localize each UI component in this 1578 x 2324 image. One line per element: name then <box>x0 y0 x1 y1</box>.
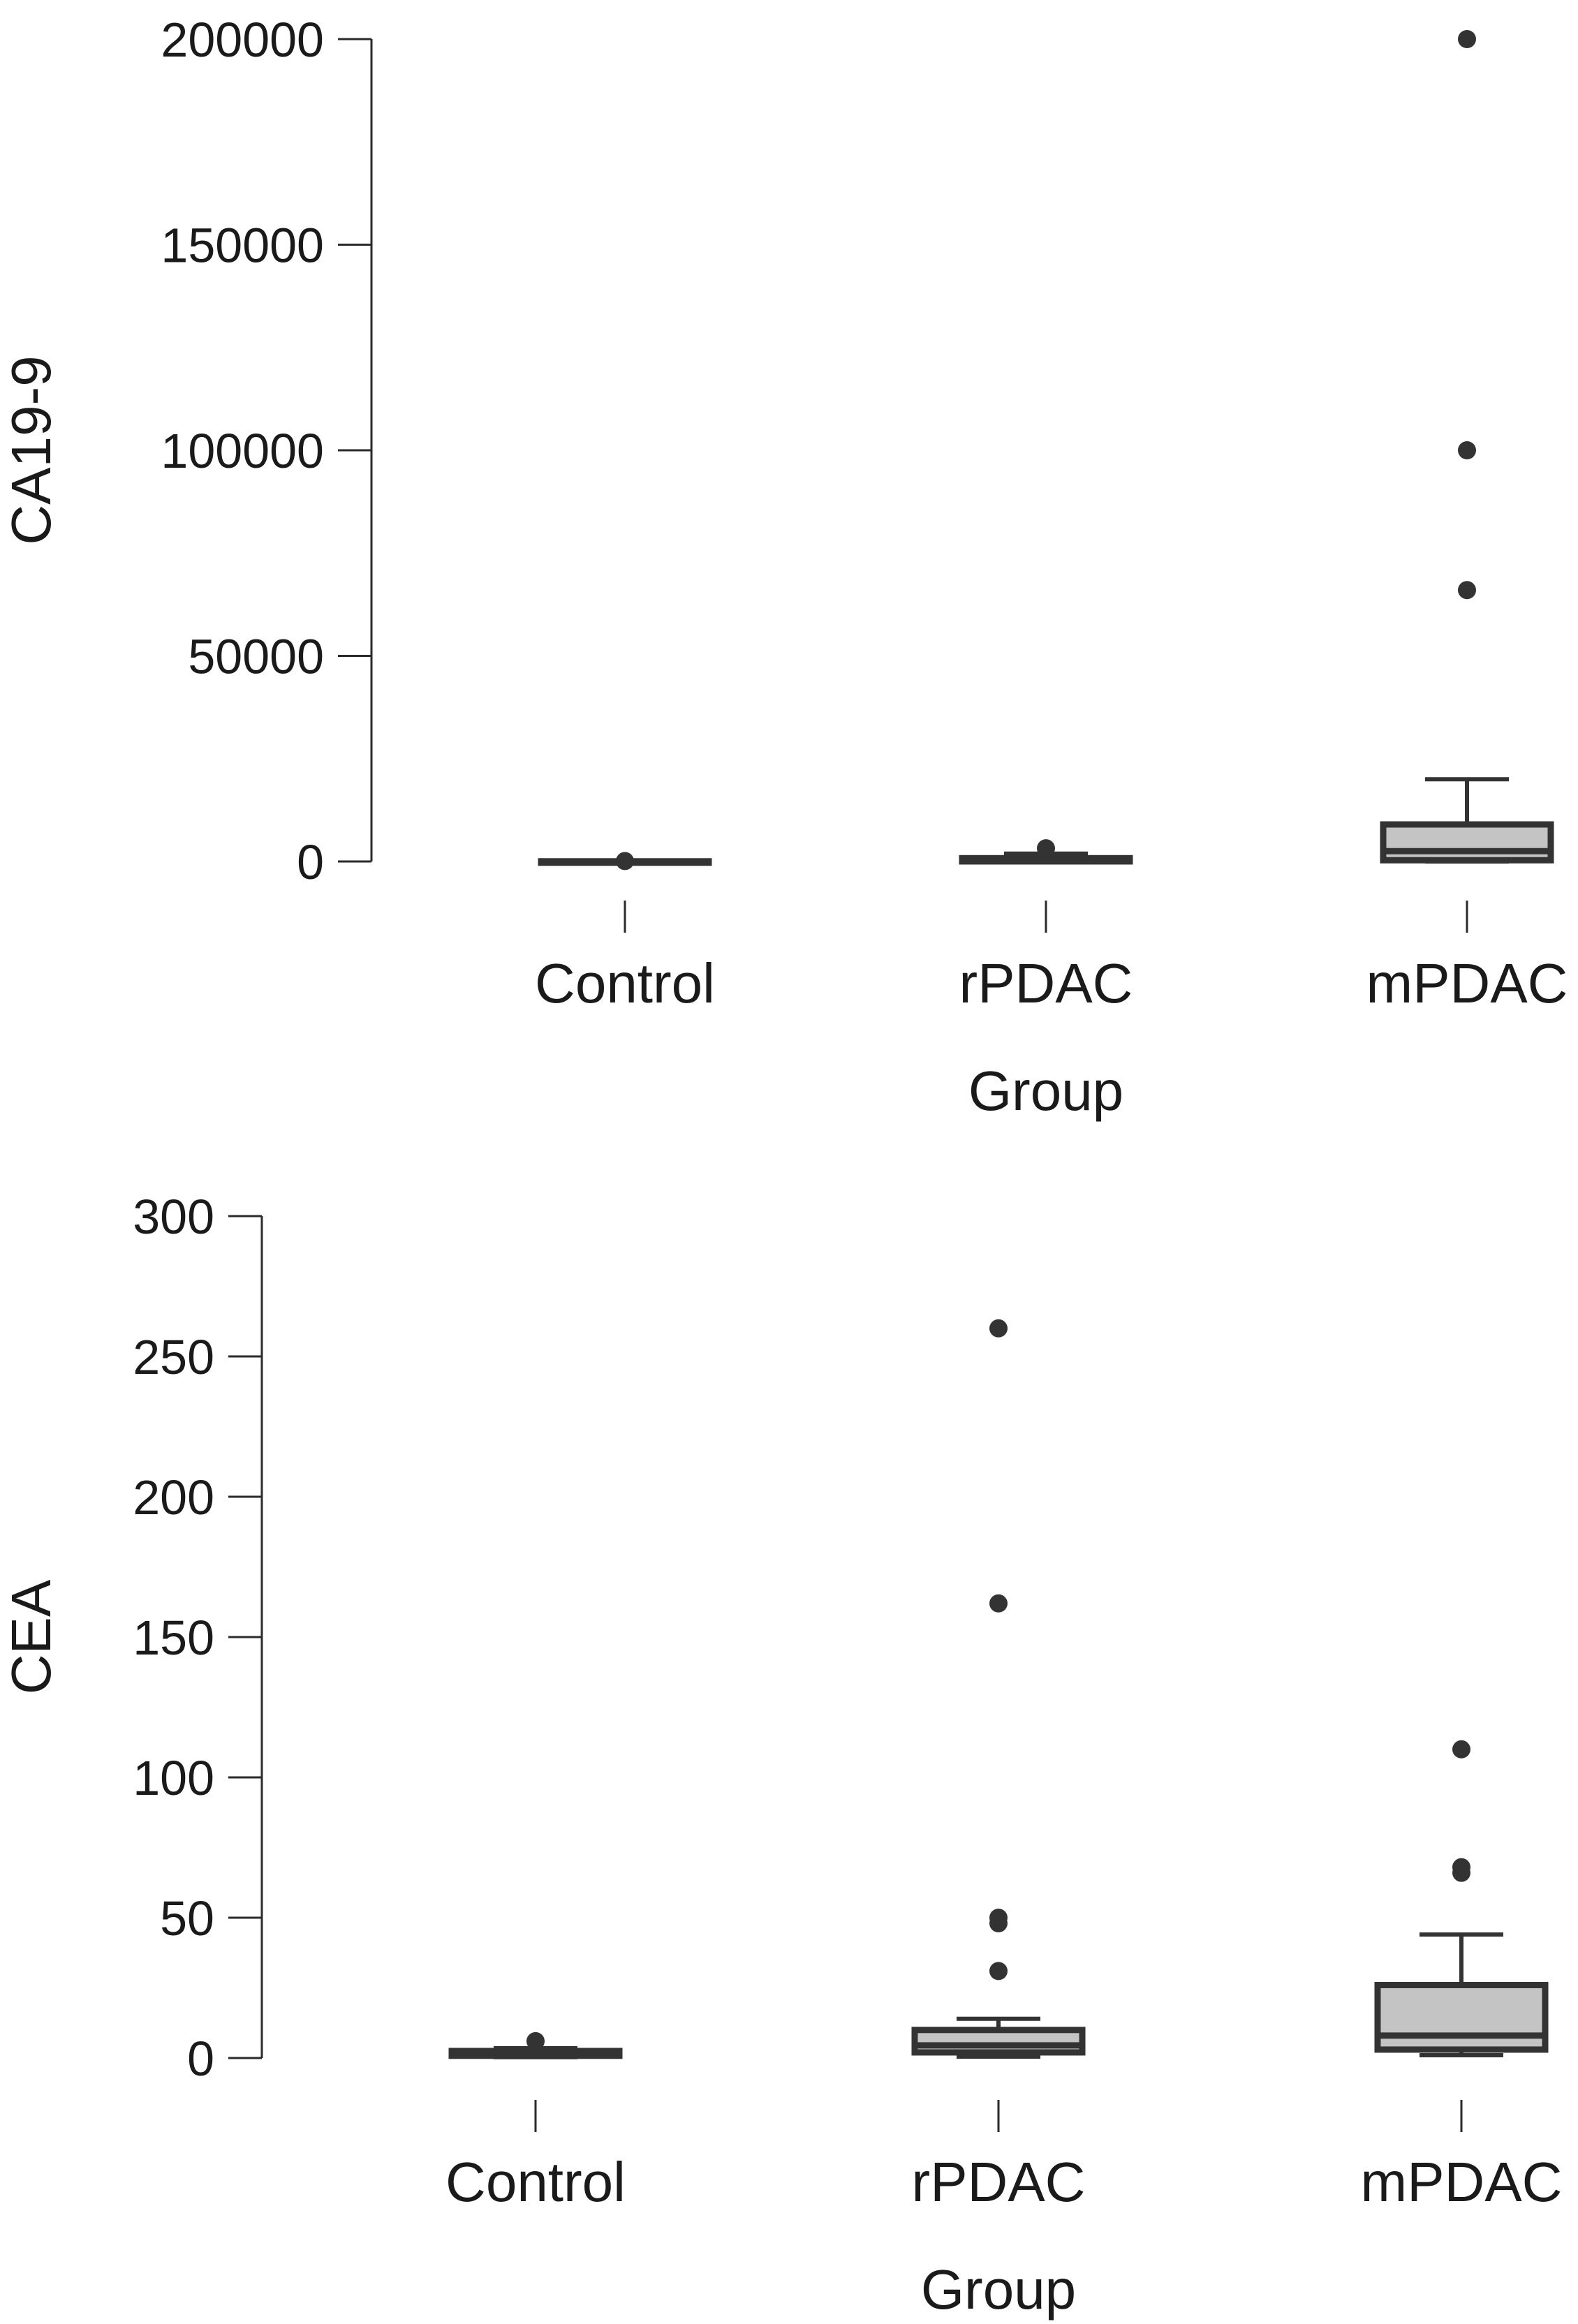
y-tick-label: 200000 <box>161 13 324 67</box>
cea-boxplot: 0 50 100 150 200 250 300 CEA Control rPDAC mPDAC Gr… <box>0 1190 1562 2321</box>
outlier-point <box>989 1962 1008 1981</box>
outlier-point <box>989 1909 1008 1927</box>
y-tick-label: 250 <box>133 1330 214 1384</box>
y-tick-label: 100 <box>133 1751 214 1805</box>
iqr-box <box>911 2027 1086 2056</box>
y-tick-label: 300 <box>133 1190 214 1244</box>
y-tick-label: 100000 <box>161 424 324 478</box>
box-group-control <box>538 852 712 871</box>
y-tick-label: 50 <box>160 1891 214 1946</box>
outlier-point <box>1458 581 1476 600</box>
x-tick-label: mPDAC <box>1366 952 1568 1014</box>
y-tick-label: 150000 <box>161 219 324 273</box>
y-tick-label: 200 <box>133 1470 214 1525</box>
outlier-point <box>526 2031 545 2050</box>
y-axis-title: CEA <box>0 1579 62 1694</box>
x-tick-label: rPDAC <box>912 2151 1086 2213</box>
iqr-box <box>1380 821 1554 864</box>
y-tick-label: 150 <box>133 1611 214 1665</box>
x-axis-title: Group <box>968 1060 1123 1122</box>
outlier-point <box>616 852 634 871</box>
y-tick-label: 50000 <box>188 630 324 684</box>
outlier-point <box>1452 1740 1470 1759</box>
x-tick-label: Control <box>445 2151 626 2213</box>
x-tick-label: mPDAC <box>1361 2151 1563 2213</box>
y-tick-label: 0 <box>187 2031 214 2086</box>
outlier-point <box>1458 441 1476 459</box>
x-tick-label: rPDAC <box>959 952 1133 1014</box>
box-group-mpdac <box>1380 30 1554 864</box>
y-axis-title: CA19-9 <box>0 355 62 545</box>
outlier-point <box>1458 30 1476 48</box>
outlier-point <box>989 1319 1008 1338</box>
y-tick-label: 0 <box>297 835 324 889</box>
iqr-box <box>1374 1981 1549 2053</box>
box-group-control <box>448 2031 623 2059</box>
outlier-point <box>1037 839 1055 858</box>
x-tick-label: Control <box>535 952 715 1014</box>
outlier-point <box>989 1594 1008 1613</box>
box-group-mpdac <box>1374 1740 1549 2057</box>
x-axis-title: Group <box>921 2258 1076 2321</box>
box-group-rpdac <box>959 839 1133 865</box>
box-group-rpdac <box>911 1319 1086 2059</box>
outlier-point <box>1452 1858 1470 1877</box>
ca19-9-boxplot: 0 50000 100000 150000 200000 CA19-9 Control rPD… <box>0 13 1568 1122</box>
